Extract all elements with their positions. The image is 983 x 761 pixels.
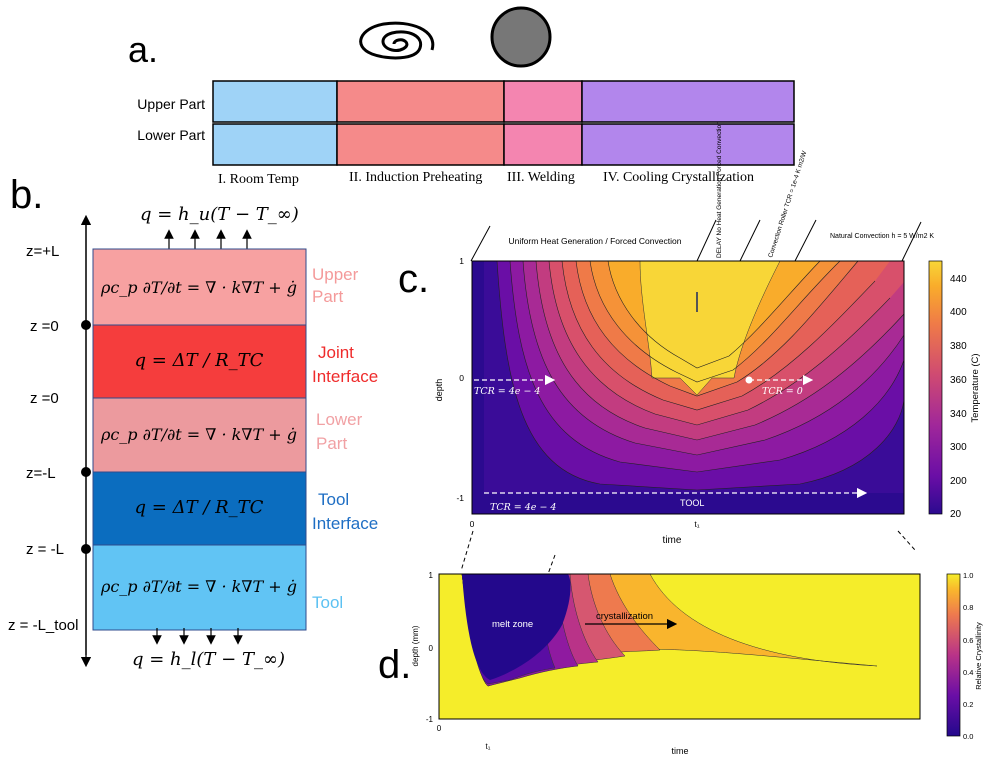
panel-d: d. melt zone crystallization 1 0 -1 0 t₁… xyxy=(378,571,983,756)
temperature-contour-plot xyxy=(471,260,905,515)
layer-label-tool-interface-2: Interface xyxy=(312,514,378,533)
c-xtick-0: 0 xyxy=(470,519,475,529)
cbar-d-tick-02: 0.2 xyxy=(963,700,973,709)
tcr-annotation-zero: TCR = 0 xyxy=(762,386,803,397)
cbar-d-tick-06: 0.6 xyxy=(963,636,973,645)
layer-label-upper-1: Upper xyxy=(312,265,359,284)
phase-dividers xyxy=(470,219,922,262)
bottom-flux-equation: q = h_l(T − T_∞) xyxy=(132,649,285,670)
layer-label-tool-interface-1: Tool xyxy=(318,490,349,509)
row-label-lower: Lower Part xyxy=(137,127,205,143)
d-xtick-t1: t₁ xyxy=(486,742,491,751)
melt-zone-annotation: melt zone xyxy=(492,619,533,630)
layer-label-joint-1: Joint xyxy=(318,343,354,362)
c-ytick-1: 1 xyxy=(459,256,464,266)
layer-equation-tool: ρc_p ∂T/∂t = ∇ · k∇T + ġ xyxy=(100,577,297,596)
crystallinity-colorbar xyxy=(946,573,961,737)
z-label-tool-top: z = -L xyxy=(26,541,64,558)
cbar-d-tick-04: 0.4 xyxy=(963,668,973,677)
layer-equation-upper: ρc_p ∂T/∂t = ∇ · k∇T + ġ xyxy=(100,278,297,297)
panel-a: a. Upper Part Lower Part I. Room Temp II… xyxy=(128,6,795,187)
c-ytick-0: 0 xyxy=(459,373,464,383)
tool-annotation: TOOL xyxy=(680,498,704,508)
layer-joint-interface xyxy=(92,324,307,399)
stage-4-lower xyxy=(581,123,795,166)
stage-2-upper xyxy=(336,80,505,123)
crystallinity-colorbar-label: Relative Crystallinity xyxy=(974,622,983,690)
d-ytick-0: 0 xyxy=(429,644,434,653)
tcr-annotation-tool: TCR = 4e − 4 xyxy=(490,502,556,513)
stage-label-4: IV. Cooling Crystallization xyxy=(603,170,754,185)
stage-label-3: III. Welding xyxy=(507,170,575,185)
cbar-d-tick-1: 1.0 xyxy=(963,571,973,580)
stage-label-2: II. Induction Preheating xyxy=(349,170,482,185)
bottom-flux-arrows xyxy=(152,628,243,645)
z-label-top: z=+L xyxy=(26,243,59,260)
phase-label-3: Convection Roller TCR = 1e-4 K m2/W xyxy=(767,149,808,258)
cbar-tick-200: 200 xyxy=(950,476,967,487)
c-ytick-neg1: -1 xyxy=(456,493,464,503)
layer-tool-interface xyxy=(92,471,307,546)
layer-label-lower-1: Lower xyxy=(316,410,363,429)
cbar-tick-340: 340 xyxy=(950,409,967,420)
layer-equation-lower: ρc_p ∂T/∂t = ∇ · k∇T + ġ xyxy=(100,425,297,444)
cbar-tick-440: 440 xyxy=(950,274,967,285)
d-ylabel: depth (mm) xyxy=(411,625,420,666)
cbar-d-tick-0: 0.0 xyxy=(963,732,973,741)
layer-label-joint-2: Interface xyxy=(312,367,378,386)
stage-label-1: I. Room Temp xyxy=(218,172,299,187)
c-ylabel: depth xyxy=(434,379,444,402)
stage-1-upper xyxy=(212,80,338,123)
induction-coil-icon xyxy=(359,21,435,60)
panel-c-letter: c. xyxy=(398,257,429,301)
top-flux-equation: q = h_u(T − T_∞) xyxy=(140,204,299,225)
temperature-colorbar xyxy=(928,260,943,515)
weld-roller-icon xyxy=(490,6,552,68)
d-xlabel: time xyxy=(671,746,688,756)
stage-3-upper xyxy=(503,80,583,123)
phase-label-1: Uniform Heat Generation / Forced Convect… xyxy=(509,236,682,246)
z-label-joint: z =0 xyxy=(30,318,59,335)
layer-label-tool: Tool xyxy=(312,593,343,612)
layer-equation-joint: q = ΔT / R_TC xyxy=(135,350,264,371)
panel-b: b. q = h_u(T − T_∞) z=+L z =0 z =0 z=-L … xyxy=(8,173,378,670)
phase-label-4: Natural Convection h = 5 W/m2 K xyxy=(830,233,934,240)
panel-a-letter: a. xyxy=(128,29,158,70)
phase-label-2: DELAY No Heat Generation Forced Convecti… xyxy=(716,121,723,258)
crystallization-annotation: crystallization xyxy=(596,611,653,622)
c-xtick-t1: t₁ xyxy=(694,519,699,529)
cbar-tick-20: 20 xyxy=(950,509,962,520)
d-ytick-neg1: -1 xyxy=(426,715,434,724)
layer-label-lower-2: Part xyxy=(316,434,347,453)
z-label-lower-bottom: z=-L xyxy=(26,465,56,482)
cbar-tick-300: 300 xyxy=(950,442,967,453)
stage-2-lower xyxy=(336,123,505,166)
d-xtick-0: 0 xyxy=(437,724,442,733)
zoom-line-left xyxy=(460,530,474,572)
panel-d-letter: d. xyxy=(378,643,411,687)
z-label-tool-bottom: z = -L_tool xyxy=(8,617,78,634)
layer-tool xyxy=(92,544,307,631)
stage-1-lower xyxy=(212,123,338,166)
layer-label-upper-2: Part xyxy=(312,287,343,306)
stage-3-lower xyxy=(503,123,583,166)
stage-4-upper xyxy=(581,80,795,123)
cbar-d-tick-08: 0.8 xyxy=(963,603,973,612)
tcr-annotation-joint: TCR = 4e − 4 xyxy=(474,386,540,397)
panel-b-letter: b. xyxy=(10,173,43,217)
d-ytick-1: 1 xyxy=(429,571,434,580)
c-xlabel: time xyxy=(663,535,682,546)
temperature-colorbar-label: Temperature (C) xyxy=(970,353,981,422)
zoom-line-right xyxy=(897,530,916,551)
layer-lower-part xyxy=(92,397,307,473)
z-label-lower-top: z =0 xyxy=(30,390,59,407)
layer-equation-tool-interface: q = ΔT / R_TC xyxy=(135,497,264,518)
row-label-upper: Upper Part xyxy=(137,96,205,112)
panel-c: c. Uniform Heat Generation / Forced Conv… xyxy=(398,121,981,575)
cbar-tick-360: 360 xyxy=(950,375,967,386)
cbar-tick-380: 380 xyxy=(950,341,967,352)
crystallinity-plot xyxy=(438,573,921,720)
cbar-tick-400: 400 xyxy=(950,307,967,318)
